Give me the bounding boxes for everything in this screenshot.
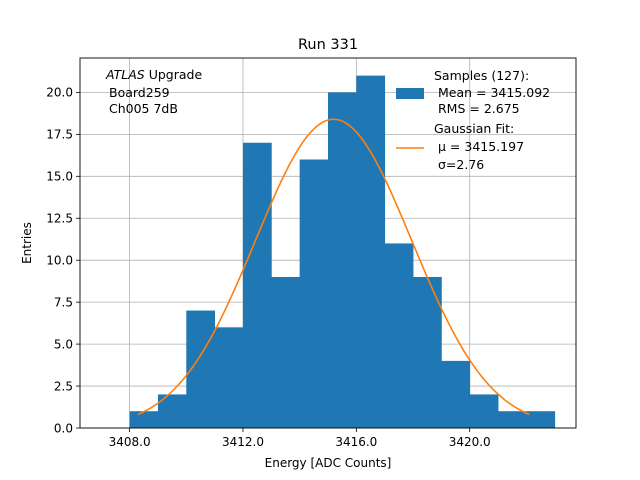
y-tick-label-6: 15.0 bbox=[46, 170, 73, 184]
histogram-bar-14 bbox=[526, 411, 556, 428]
y-axis-label: Entries bbox=[20, 222, 34, 264]
legend-fit-label: Gaussian Fit: bbox=[434, 121, 514, 136]
histogram-bar-10 bbox=[413, 276, 442, 428]
histogram-bar-13 bbox=[498, 411, 527, 428]
histogram-bar-7 bbox=[328, 92, 357, 428]
atlas-annotation: ATLAS Upgrade Board259 Ch005 7dB bbox=[105, 67, 202, 116]
annotation-channel: Ch005 7dB bbox=[109, 101, 178, 116]
chart-title: Run 331 bbox=[298, 37, 358, 53]
annotation-upgrade: Upgrade bbox=[145, 67, 203, 82]
legend-sigma-label: σ=2.76 bbox=[438, 157, 484, 172]
y-tick-label-0: 0.0 bbox=[54, 421, 73, 435]
legend: Samples (127): Mean = 3415.092 RMS = 2.6… bbox=[396, 68, 550, 172]
x-tick-label-3: 3420.0 bbox=[449, 435, 491, 449]
gaussian-fit-curve bbox=[137, 118, 530, 416]
x-tick-label-0: 3408.0 bbox=[109, 435, 151, 449]
y-tick-label-7: 17.5 bbox=[46, 128, 73, 142]
histogram-bars bbox=[129, 75, 556, 428]
legend-rms-label: RMS = 2.675 bbox=[438, 101, 520, 116]
annotation-line-1: ATLAS Upgrade bbox=[105, 67, 202, 82]
y-tick-label-5: 12.5 bbox=[46, 212, 73, 226]
annotation-atlas: ATLAS bbox=[105, 67, 145, 82]
legend-mu-label: μ = 3415.197 bbox=[438, 139, 524, 154]
legend-histogram-swatch bbox=[396, 88, 424, 99]
plot-frame bbox=[79, 57, 577, 429]
x-tick-label-2: 3416.0 bbox=[335, 435, 377, 449]
histogram-bar-6 bbox=[299, 159, 329, 428]
annotation-board: Board259 bbox=[109, 85, 170, 100]
histogram-bar-12 bbox=[469, 394, 499, 428]
histogram-bar-0 bbox=[129, 411, 159, 428]
histogram-bar-3 bbox=[214, 327, 244, 428]
y-tick-label-1: 2.5 bbox=[54, 379, 73, 393]
histogram-bar-5 bbox=[271, 276, 301, 428]
y-axis-ticks: 0.0 2.5 5.0 7.5 10.0 12.5 15.0 17.5 20.0 bbox=[46, 86, 80, 435]
legend-mean-label: Mean = 3415.092 bbox=[438, 85, 550, 100]
y-tick-label-8: 20.0 bbox=[46, 86, 73, 100]
y-tick-label-2: 5.0 bbox=[54, 337, 73, 351]
x-tick-label-1: 3412.0 bbox=[222, 435, 264, 449]
y-tick-label-4: 10.0 bbox=[46, 253, 73, 267]
y-tick-label-3: 7.5 bbox=[54, 295, 73, 309]
histogram-bar-11 bbox=[441, 360, 471, 428]
x-axis-label: Energy [ADC Counts] bbox=[265, 456, 392, 470]
histogram-bar-8 bbox=[356, 75, 386, 428]
histogram-bar-4 bbox=[242, 142, 272, 428]
legend-samples-label: Samples (127): bbox=[434, 68, 529, 83]
x-axis-ticks: 3408.0 3412.0 3416.0 3420.0 bbox=[109, 428, 491, 449]
histogram-bar-9 bbox=[384, 243, 414, 428]
